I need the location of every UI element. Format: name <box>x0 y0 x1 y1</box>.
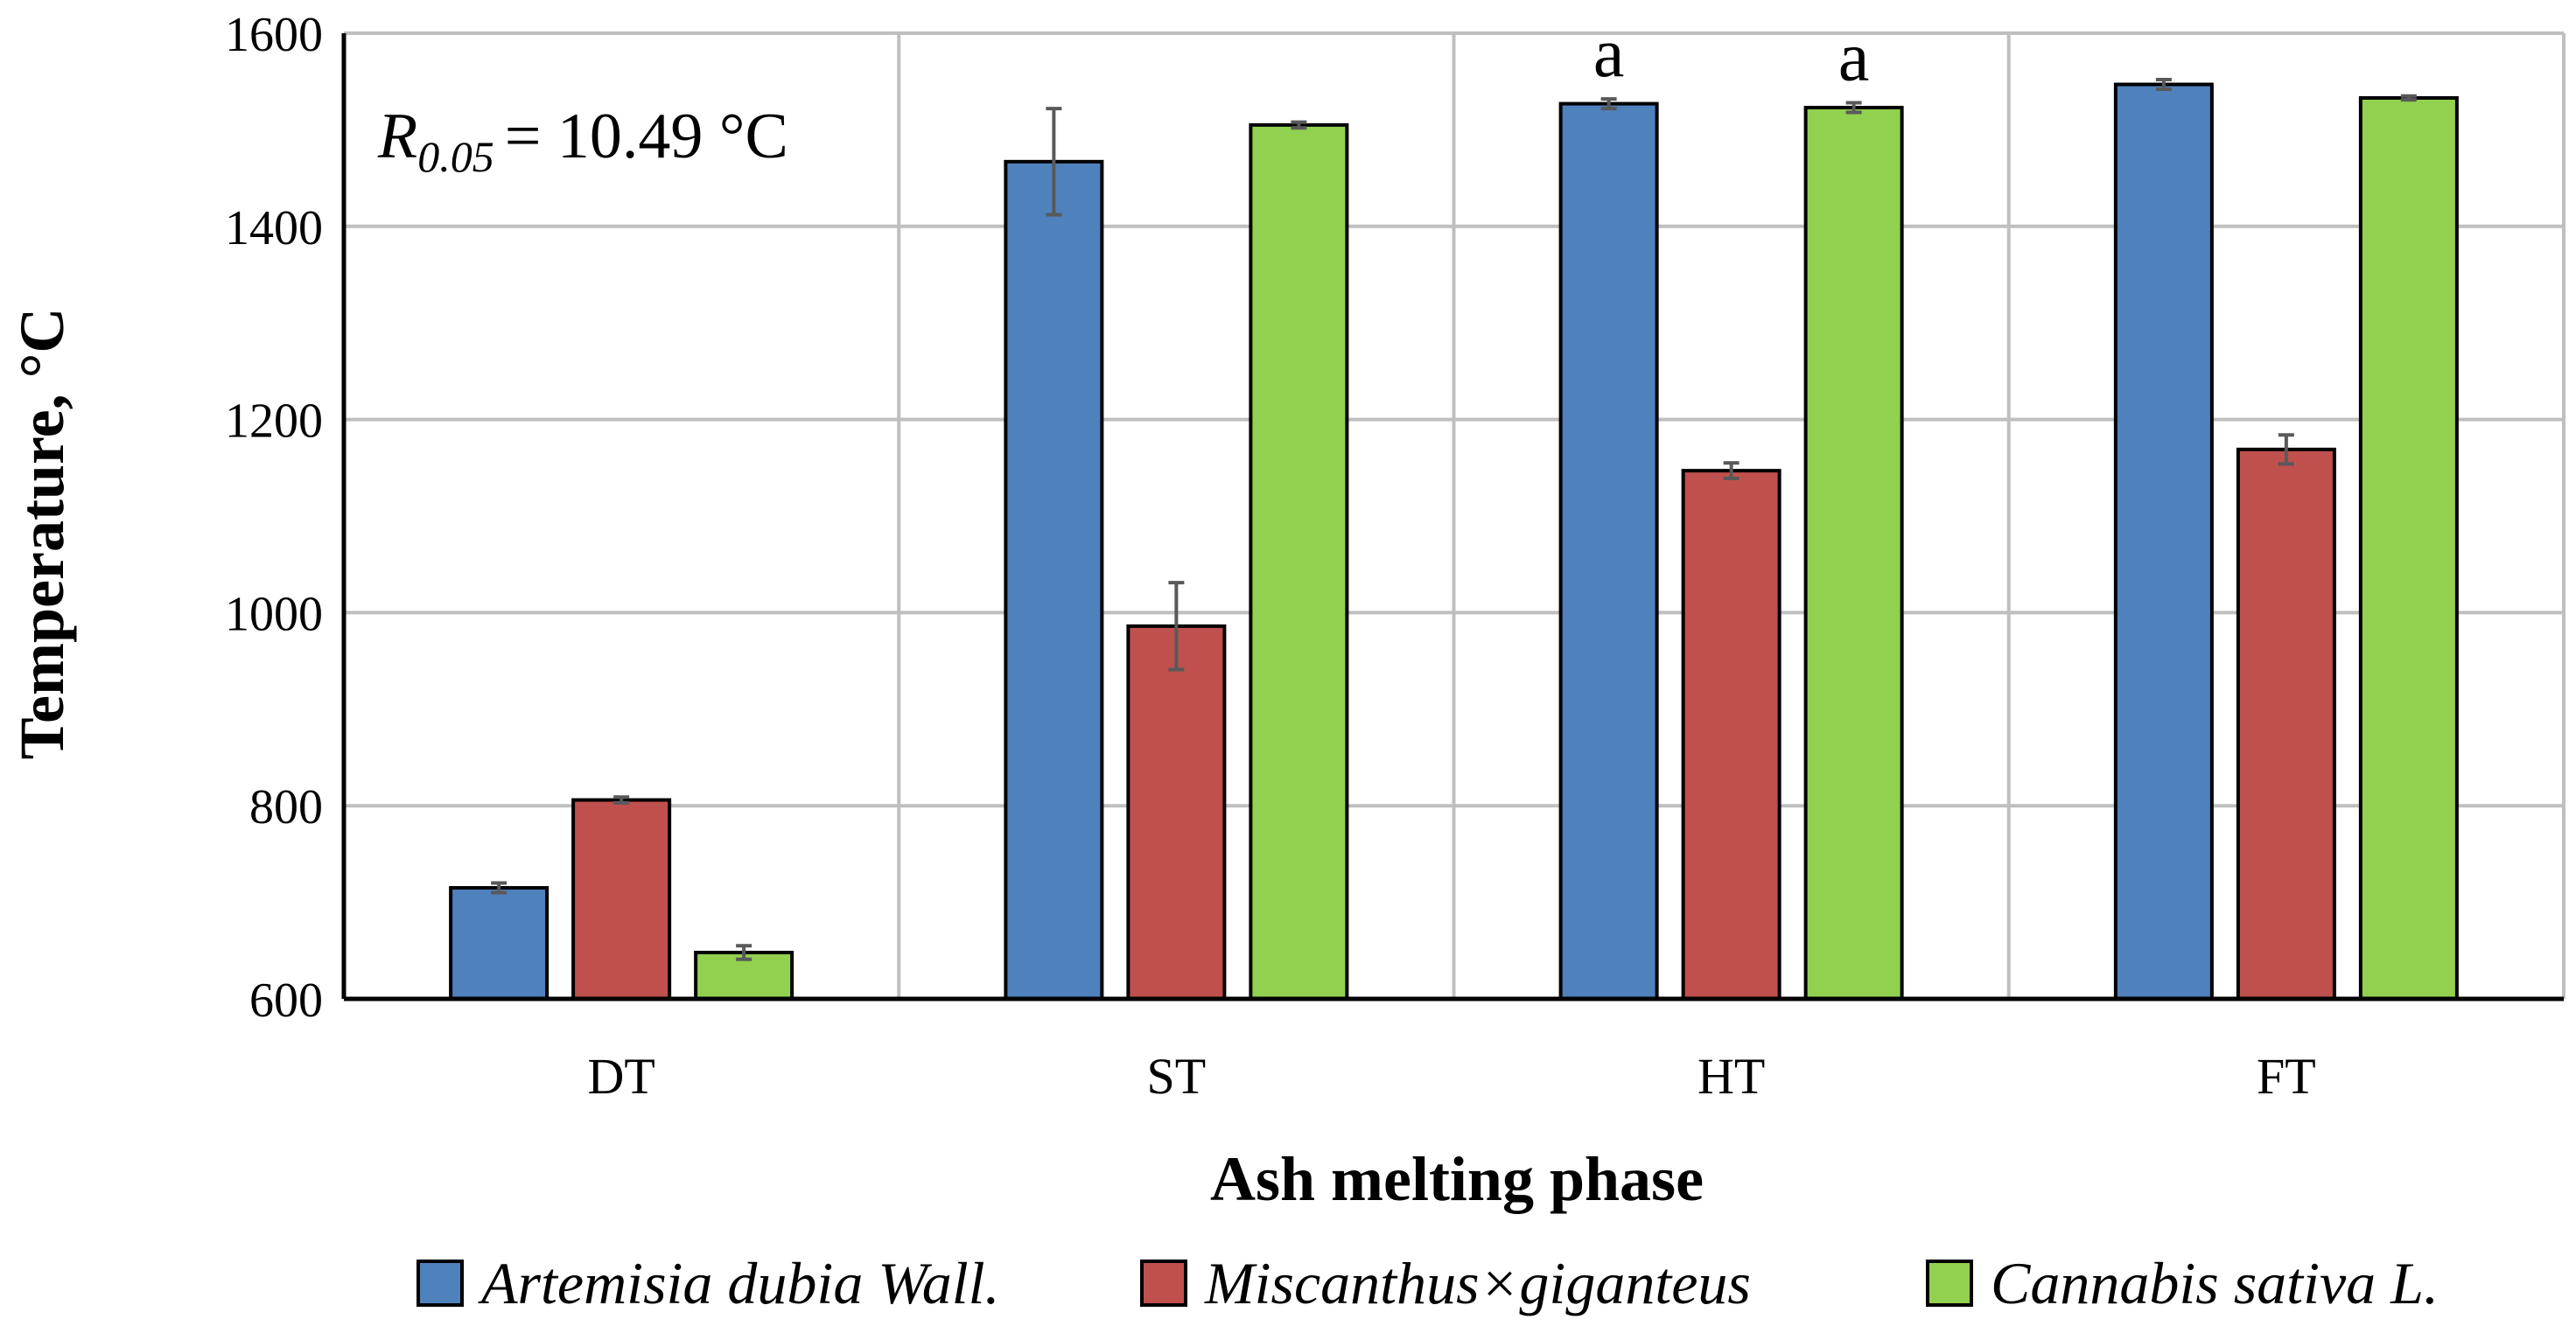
error-bar <box>1600 97 1617 111</box>
bar-ft-series-3 <box>2358 95 2459 1001</box>
y-tick-label: 1200 <box>225 394 323 449</box>
error-bar <box>2155 77 2172 92</box>
y-tick-label: 1400 <box>225 201 323 255</box>
bar-ht-series-3 <box>1803 106 1904 1002</box>
y-tick-label: 1000 <box>225 587 323 641</box>
error-bar <box>1845 101 1862 115</box>
legend-swatch <box>1140 1260 1187 1307</box>
error-bar <box>613 795 630 805</box>
bar-st-series-3 <box>1249 122 1349 1001</box>
error-bar <box>2400 94 2417 102</box>
x-tick-label: HT <box>1698 1048 1765 1105</box>
bar-dt-series-1 <box>449 886 550 1001</box>
error-bar <box>2278 433 2294 466</box>
bar-ft-series-2 <box>2236 447 2336 1001</box>
significance-letter: a <box>1593 15 1625 92</box>
bar-ft-series-1 <box>2113 82 2214 1002</box>
y-tick-label: 800 <box>249 780 323 834</box>
bar-ht-series-2 <box>1681 469 1782 1001</box>
y-tick-label: 600 <box>249 974 323 1028</box>
bar-dt-series-2 <box>571 798 672 1001</box>
legend: Artemisia dubia Wall. Miscanthus×giganteu… <box>416 1250 2439 1316</box>
lsd-value: = 10.49 °C <box>505 101 788 172</box>
legend-item: Artemisia dubia Wall. <box>416 1250 1000 1316</box>
error-bar <box>1168 581 1185 672</box>
bar-st-series-2 <box>1126 624 1227 1002</box>
lsd-subscript: 0.05 <box>417 132 494 181</box>
lsd-symbol: R <box>377 101 417 172</box>
y-axis-label: Temperature, °C <box>7 308 77 760</box>
error-bars <box>491 77 2417 961</box>
x-axis-label: Ash melting phase <box>1210 1144 1704 1214</box>
legend-item: Cannabis sativa L. <box>1926 1250 2439 1316</box>
error-bar <box>736 944 752 961</box>
error-bar <box>1291 120 1307 130</box>
x-tick-label: DT <box>587 1048 654 1105</box>
bar-ht-series-1 <box>1558 101 1659 1002</box>
bars <box>449 82 2459 1002</box>
legend-label: Cannabis sativa L. <box>1991 1250 2439 1316</box>
significance-letter: a <box>1838 18 1870 95</box>
y-tick-labels: 600 800 1000 1200 1400 1600 <box>225 8 323 1028</box>
legend-swatch <box>1926 1260 1973 1307</box>
bar-st-series-1 <box>1004 159 1104 1002</box>
error-bar <box>1723 461 1740 480</box>
legend-label: Miscanthus×giganteus <box>1204 1250 1751 1316</box>
error-bar <box>1046 107 1062 217</box>
axes <box>341 33 2564 1002</box>
x-tick-label: FT <box>2257 1048 2316 1105</box>
legend-swatch <box>416 1260 464 1307</box>
legend-label: Artemisia dubia Wall. <box>478 1250 1000 1316</box>
x-tick-labels: DT ST HT FT <box>587 1048 2315 1105</box>
grid-lines <box>344 31 2566 999</box>
legend-item: Miscanthus×giganteus <box>1140 1250 1751 1316</box>
y-tick-label: 1600 <box>225 8 323 62</box>
error-bar <box>491 881 508 895</box>
x-tick-label: ST <box>1147 1048 1207 1105</box>
lsd-annotation: R0.05 = 10.49 °C <box>377 101 788 181</box>
